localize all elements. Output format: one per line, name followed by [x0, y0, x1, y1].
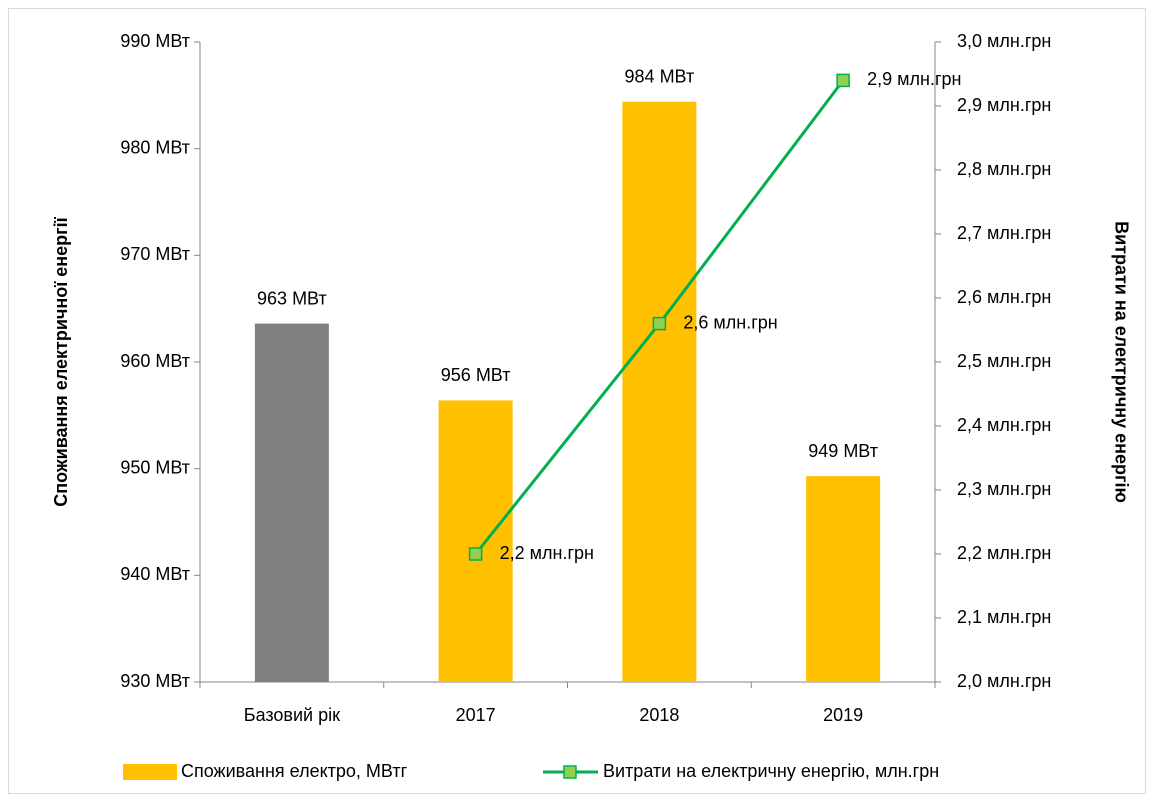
y-tick-label: 930 МВт: [120, 671, 190, 691]
y2-tick-label: 2,7 млн.грн: [957, 223, 1051, 243]
data-label: 2,9 млн.грн: [867, 69, 961, 89]
x-tick-label: Базовий рік: [244, 705, 340, 725]
y2-tick-label: 2,9 млн.грн: [957, 95, 1051, 115]
y-tick-label: 960 МВт: [120, 351, 190, 371]
y2-tick-label: 2,4 млн.грн: [957, 415, 1051, 435]
x-tick-label: 2019: [823, 705, 863, 725]
y2-tick-label: 2,2 млн.грн: [957, 543, 1051, 563]
legend-label: Споживання електро, МВтг: [181, 761, 408, 781]
bar: [438, 400, 513, 682]
data-label: 963 МВт: [257, 288, 327, 308]
x-tick-label: 2018: [639, 705, 679, 725]
x-tick-label: 2017: [456, 705, 496, 725]
y-tick-label: 980 МВт: [120, 137, 190, 157]
data-label: 2,2 млн.грн: [500, 543, 594, 563]
legend-swatch: [123, 764, 177, 780]
bar: [622, 101, 697, 682]
y2-tick-label: 3,0 млн.грн: [957, 31, 1051, 51]
data-label: 956 МВт: [441, 365, 511, 385]
line-marker: [468, 547, 483, 561]
y2-tick-label: 2,1 млн.грн: [957, 607, 1051, 627]
line-marker: [652, 316, 667, 331]
y2-axis-title: Витрати на електричну енергію: [1111, 221, 1131, 503]
y-tick-label: 940 МВт: [120, 564, 190, 584]
legend-marker: [563, 765, 577, 779]
data-label: 2,6 млн.грн: [683, 312, 777, 332]
data-label: 984 МВт: [625, 66, 695, 86]
y-tick-label: 990 МВт: [120, 31, 190, 51]
y-axis-title: Споживання електричної енергії: [51, 216, 71, 506]
y2-tick-label: 2,5 млн.грн: [957, 351, 1051, 371]
chart-frame: [8, 8, 1146, 794]
y2-tick-label: 2,6 млн.грн: [957, 287, 1051, 307]
bar: [806, 476, 881, 682]
line-marker: [836, 73, 850, 88]
y-tick-label: 950 МВт: [120, 457, 190, 477]
data-label: 949 МВт: [808, 441, 878, 461]
y2-tick-label: 2,3 млн.грн: [957, 479, 1051, 499]
legend-label: Витрати на електричну енергію, млн.грн: [603, 761, 939, 781]
y2-tick-label: 2,0 млн.грн: [957, 671, 1051, 691]
bar: [254, 323, 329, 682]
y2-tick-label: 2,8 млн.грн: [957, 159, 1051, 179]
y-tick-label: 970 МВт: [120, 244, 190, 264]
